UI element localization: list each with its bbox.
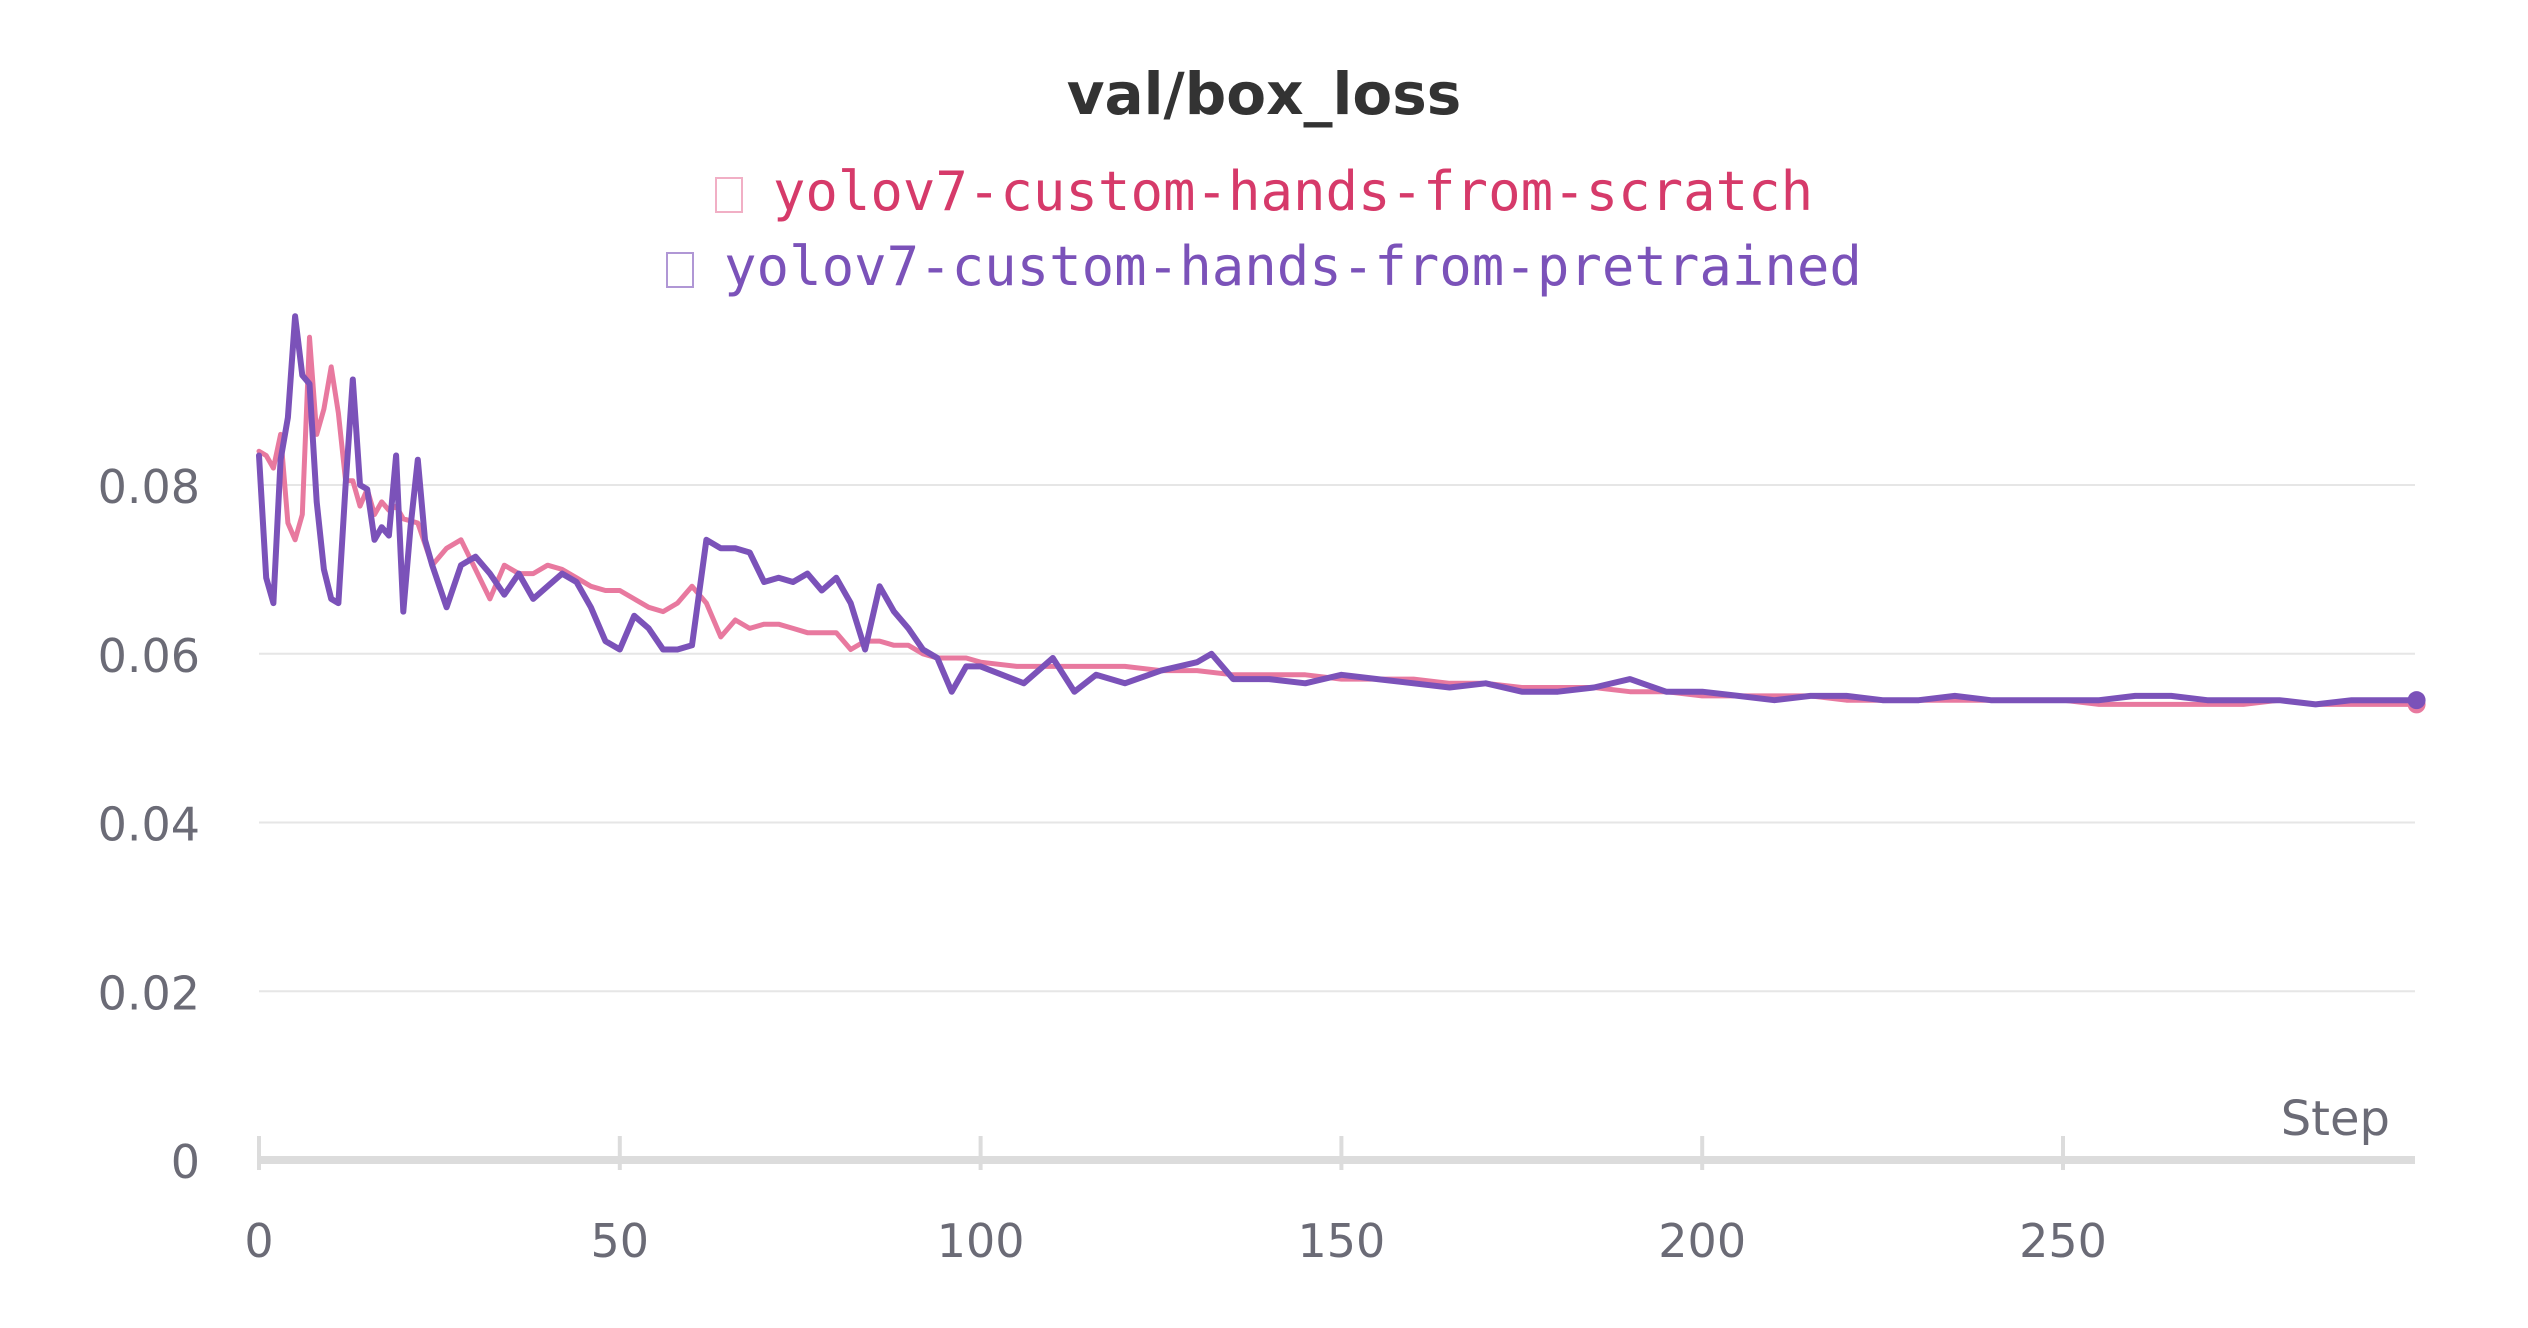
legend-swatch-pretrained — [666, 252, 695, 288]
series-endpoint-1 — [2407, 691, 2426, 710]
y-tick-label: 0.04 — [98, 798, 200, 852]
y-tick-label: 0.08 — [98, 460, 200, 514]
x-tick-label: 100 — [937, 1214, 1025, 1268]
y-tick-label: 0 — [171, 1135, 200, 1189]
legend-entry-pretrained[interactable]: yolov7-custom-hands-from-pretrained — [0, 235, 2528, 298]
x-axis-title: Step — [2281, 1091, 2390, 1147]
x-tick-label: 150 — [1297, 1214, 1385, 1268]
x-tick-label: 250 — [2019, 1214, 2107, 1268]
legend-entry-scratch[interactable]: yolov7-custom-hands-from-scratch — [0, 160, 2528, 223]
y-tick-label: 0.06 — [98, 629, 200, 683]
series-line-1 — [256, 313, 2420, 708]
series-line-0 — [256, 334, 2420, 707]
x-tick-label: 200 — [1658, 1214, 1746, 1268]
x-tick-label: 0 — [244, 1214, 273, 1268]
legend-label-pretrained: yolov7-custom-hands-from-pretrained — [724, 235, 1862, 298]
chart-title: val/box_loss — [1066, 60, 1462, 128]
y-tick-label: 0.02 — [98, 966, 200, 1020]
x-tick-label: 50 — [591, 1214, 650, 1268]
legend-label-scratch: yolov7-custom-hands-from-scratch — [772, 160, 1814, 223]
legend-swatch-scratch — [714, 177, 743, 213]
